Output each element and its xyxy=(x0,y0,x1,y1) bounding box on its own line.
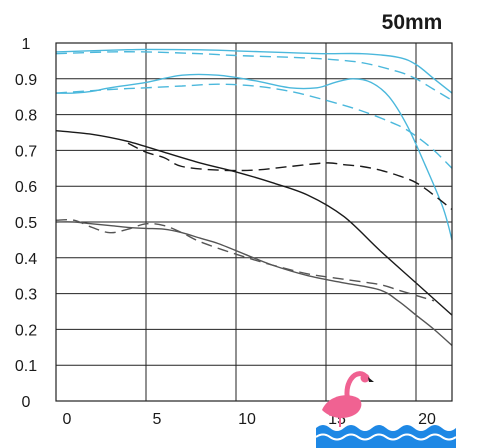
y-tick-labels: 0 0.1 0.2 0.3 0.4 0.5 0.6 0.7 0.8 0.9 1 xyxy=(15,36,37,411)
y-tick-label: 0.7 xyxy=(15,143,37,160)
y-tick-label: 0.5 xyxy=(15,215,37,232)
y-tick-label: 1 xyxy=(22,36,31,53)
y-tick-label: 0.9 xyxy=(15,72,37,89)
series-line-1 xyxy=(55,48,453,94)
series-line-4 xyxy=(55,83,453,169)
axes xyxy=(55,42,453,402)
x-tick-label: 20 xyxy=(418,411,436,428)
series-line-5 xyxy=(55,130,453,316)
flamingo-logo-watermark xyxy=(315,371,457,448)
series-group xyxy=(55,48,453,347)
y-tick-label: 0.6 xyxy=(15,179,37,196)
flamingo-icon xyxy=(322,371,374,427)
series-line-7 xyxy=(55,221,453,347)
flamingo-beak xyxy=(368,377,374,382)
y-tick-label: 0 xyxy=(22,394,31,411)
y-tick-label: 0.3 xyxy=(15,287,37,304)
series-line-2 xyxy=(55,51,453,101)
flamingo-body xyxy=(322,395,362,418)
plot-frame xyxy=(55,42,453,402)
y-tick-label: 0.4 xyxy=(15,251,37,268)
x-tick-label: 5 xyxy=(153,411,162,428)
y-tick-label: 0.8 xyxy=(15,108,37,125)
y-tick-label: 0.2 xyxy=(15,322,37,339)
series-line-3 xyxy=(55,73,453,241)
chart-title: 50mm xyxy=(382,11,443,34)
series-line-6 xyxy=(127,142,453,211)
x-tick-label: 0 xyxy=(63,411,72,428)
wave-2 xyxy=(315,433,457,441)
flamingo-head xyxy=(360,373,370,383)
series-line-8 xyxy=(55,218,435,302)
y-tick-label: 0.1 xyxy=(15,358,37,375)
grid xyxy=(56,42,452,401)
x-tick-label: 10 xyxy=(238,411,256,428)
